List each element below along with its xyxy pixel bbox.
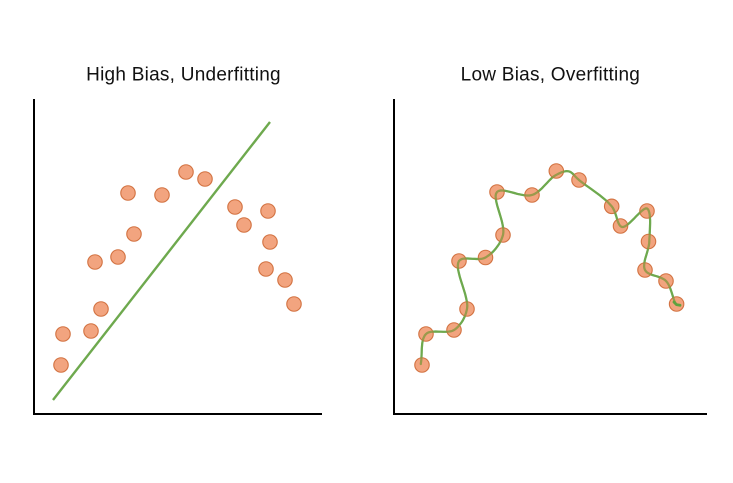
svg-text:High Bias, Underfitting: High Bias, Underfitting — [86, 65, 281, 86]
svg-text:Low Bias, Overfitting: Low Bias, Overfitting — [461, 65, 641, 86]
